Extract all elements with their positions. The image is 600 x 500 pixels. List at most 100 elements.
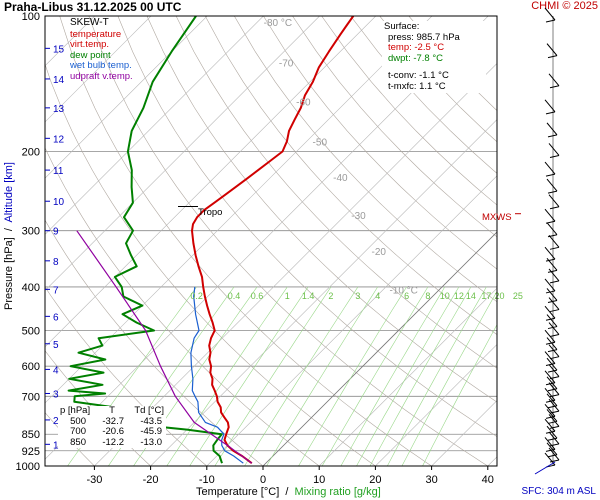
wind-barb: [546, 258, 558, 271]
wind-barb-flag: [549, 425, 560, 429]
mixing-ratio-label: 17: [481, 291, 491, 301]
mixing-ratio-line: [321, 286, 429, 466]
mixing-ratio-label: 4: [375, 291, 380, 301]
mixing-ratio-label: 1.4: [302, 291, 315, 301]
isotherm-label: -30: [351, 211, 366, 222]
table-row: 700 -20.6 -45.9: [60, 426, 164, 438]
isotherm-line: [487, 456, 497, 466]
wind-barb-flag: [545, 111, 556, 115]
temperature-tick-label: 0: [260, 474, 266, 486]
wind-barb-flag: [547, 388, 558, 392]
isotherm-line: [318, 287, 497, 466]
pressure-tick-label: 200: [22, 146, 40, 158]
plot-frame: [44, 15, 498, 467]
surface-dwpt: dwpt: -7.8 °C: [388, 52, 444, 64]
sfc-label: SFC: 304 m ASL: [521, 486, 596, 497]
mixing-ratio-line: [266, 286, 378, 466]
pressure-tick-label: 400: [22, 282, 40, 294]
mixing-ratio-label: 1: [285, 291, 290, 301]
mixing-ratio-label: 12: [454, 291, 464, 301]
table-header-t: T: [109, 405, 115, 416]
wind-barb: [546, 442, 558, 456]
isotherm-label: -60: [296, 98, 311, 109]
dry-adiabat-line: [117, 16, 497, 437]
mixing-ratio-line: [189, 286, 309, 466]
mixing-ratio-label: 14: [466, 291, 476, 301]
dry-adiabat-line: [292, 16, 497, 238]
mixing-ratio-line: [422, 324, 497, 466]
temperature-tick-label: 30: [425, 474, 437, 486]
wind-barb: [544, 351, 556, 364]
pressure-tick-label: 850: [22, 429, 40, 441]
wind-barb-flag: [547, 437, 558, 441]
wind-barb-flag: [545, 430, 556, 434]
wind-barb-flag: [549, 356, 560, 360]
wind-barb-flag: [545, 173, 556, 177]
x-axis-title-sep: /: [279, 486, 295, 498]
wind-barb: [546, 409, 558, 422]
pressure-tick-label: 1000: [16, 461, 40, 473]
table-cell: 500: [70, 415, 86, 427]
temperature-tick-label: 10: [313, 474, 325, 486]
wind-barb-flag: [547, 349, 558, 353]
wind-barb: [546, 357, 558, 371]
mixing-ratio-line: [214, 286, 332, 466]
wind-barb-flag: [547, 55, 558, 59]
altitude-tick-label: 2: [53, 416, 59, 427]
wind-barb: [548, 194, 560, 208]
surface-title: Surface:: [384, 21, 420, 32]
surface-info: Surface: press: 985.7 hPa temp: -2.5 °C …: [382, 21, 486, 93]
wind-barb: [544, 99, 556, 113]
altitude-tick-label: 15: [53, 44, 65, 55]
altitude-tick-label: 4: [53, 365, 59, 376]
dry-adiabat-line: [234, 16, 497, 303]
altitude-tick-label: 13: [53, 104, 65, 115]
wind-barb-flag: [547, 405, 558, 409]
wind-barb: [548, 234, 560, 248]
wind-barb: [544, 404, 556, 417]
wind-barb: [544, 418, 556, 432]
wind-barb-flag: [549, 85, 560, 89]
isotherm-line: [150, 119, 497, 466]
isotherm-line: [45, 16, 377, 348]
mixing-ratio-label: 8: [425, 291, 430, 301]
altitude-tick-label: 9: [53, 227, 59, 238]
isotherm-label: -80 °C: [264, 18, 292, 29]
wind-barb: [548, 414, 560, 427]
pressure-tick-label: 300: [22, 226, 40, 238]
table-cell: -13.0: [140, 436, 162, 448]
wind-barb-flag: [547, 190, 558, 194]
temperature-tick-label: 20: [369, 474, 381, 486]
legend-item-dew-point: dew point: [70, 49, 111, 61]
dry-adiabat-line: [45, 146, 320, 466]
isotherm-line: [45, 16, 264, 235]
isotherm-label: -40: [333, 173, 348, 184]
altitude-tick-label: 3: [53, 389, 59, 400]
dry-adiabat-line: [175, 16, 497, 369]
wind-barb: [548, 297, 560, 310]
mixing-ratio-label: 3: [355, 291, 360, 301]
surface-tconv: t-conv: -1.1 °C: [388, 70, 449, 81]
isotherm-label: -20: [372, 247, 387, 258]
wind-barb-flag: [549, 154, 560, 158]
dry-adiabat-line: [45, 63, 376, 466]
table-cell: 850: [70, 436, 86, 448]
altitude-tick-label: 14: [53, 75, 65, 86]
wind-barb: [546, 425, 558, 439]
wind-barb-flag: [549, 280, 560, 284]
mixing-ratio-label: 0.4: [228, 291, 241, 301]
legend-item-temperature: temperature: [70, 28, 122, 40]
isotherm-line: [45, 16, 152, 123]
pressure-tick-label: 925: [22, 446, 40, 458]
y-axis-title-sep: /: [3, 222, 15, 238]
isotherm-line: [375, 343, 497, 466]
wind-barb: [544, 387, 556, 401]
pressure-tick-label: 500: [22, 326, 40, 338]
wind-barb: [546, 337, 558, 350]
mixing-ratio-label: 20: [495, 291, 505, 301]
dry-adiabat-line: [204, 16, 497, 336]
series-temperatureline: [191, 16, 355, 465]
surface-tmxfc: t-mxfc: 1.1 °C: [388, 80, 446, 92]
wind-barb-flag: [547, 134, 558, 138]
pressure-tick-label: 100: [22, 11, 40, 23]
